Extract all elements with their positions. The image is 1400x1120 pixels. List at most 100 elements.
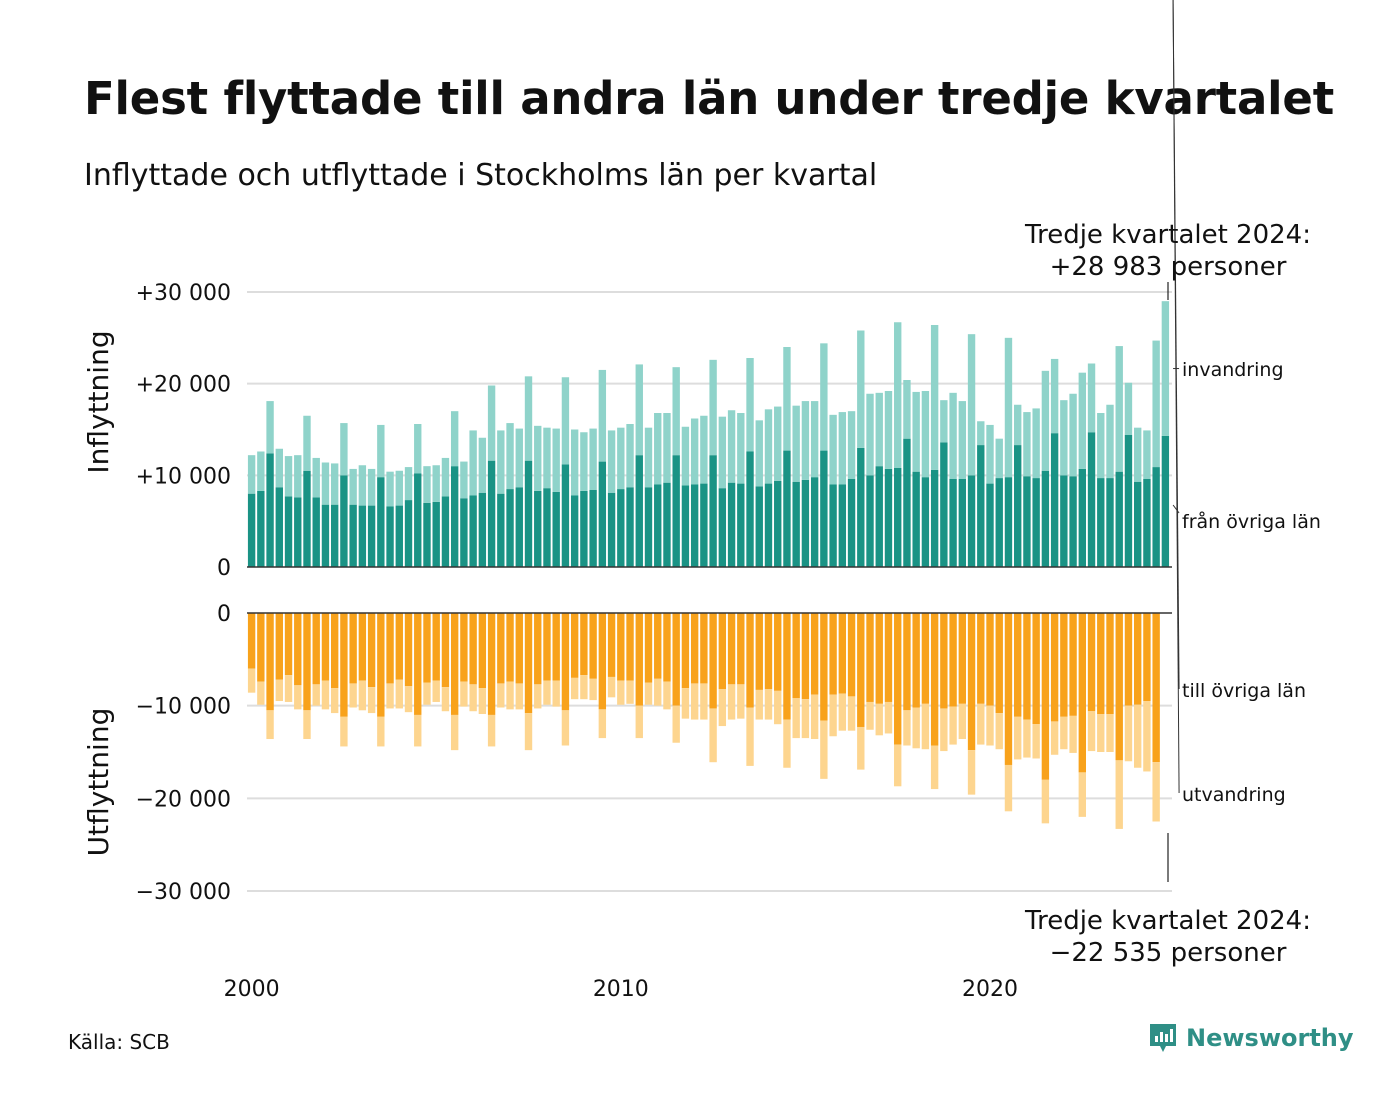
bar-till-ovriga-lan	[367, 613, 376, 688]
bar-invandring	[478, 437, 487, 493]
bar-invandring	[672, 367, 680, 456]
bar-till-ovriga-lan	[967, 613, 976, 751]
bar-fran-ovriga-lan	[284, 496, 293, 567]
bar-invandring	[1004, 337, 1013, 478]
bar-invandring	[414, 424, 422, 474]
bar-utvandring	[644, 682, 653, 705]
bar-fran-ovriga-lan	[1032, 478, 1040, 567]
bar-invandring	[284, 456, 293, 497]
bar-till-ovriga-lan	[1023, 613, 1031, 720]
bar-utvandring	[709, 708, 717, 763]
bar-utvandring	[1124, 705, 1133, 762]
bar-utvandring	[672, 705, 680, 743]
bar-fran-ovriga-lan	[617, 489, 625, 567]
bar-fran-ovriga-lan	[995, 478, 1003, 567]
bar-fran-ovriga-lan	[414, 473, 422, 567]
bar-till-ovriga-lan	[1124, 613, 1133, 706]
bar-invandring	[552, 428, 560, 492]
bar-till-ovriga-lan	[1152, 613, 1160, 763]
bar-utvandring	[690, 683, 699, 720]
bar-fran-ovriga-lan	[718, 488, 727, 567]
bar-invandring	[958, 401, 967, 479]
brand-logo: Newsworthy	[1148, 1022, 1354, 1054]
bar-fran-ovriga-lan	[294, 497, 302, 567]
bar-invandring	[247, 455, 256, 494]
bar-invandring	[1050, 358, 1059, 434]
bar-till-ovriga-lan	[1014, 613, 1022, 717]
bar-fran-ovriga-lan	[977, 445, 985, 567]
bar-utvandring	[515, 683, 523, 710]
bar-fran-ovriga-lan	[469, 495, 477, 567]
bar-till-ovriga-lan	[829, 613, 837, 695]
bar-utvandring	[552, 680, 560, 707]
bar-till-ovriga-lan	[441, 613, 450, 688]
bar-utvandring	[921, 703, 930, 750]
bar-invandring	[727, 410, 736, 483]
bar-fran-ovriga-lan	[1087, 432, 1096, 567]
bar-till-ovriga-lan	[257, 613, 265, 682]
y-tick-label: −30 000	[136, 880, 231, 905]
bar-invandring	[469, 430, 477, 496]
bar-till-ovriga-lan	[617, 613, 625, 681]
bar-invandring	[1014, 404, 1022, 446]
bar-till-ovriga-lan	[1115, 613, 1123, 761]
bar-till-ovriga-lan	[1041, 613, 1050, 780]
bar-utvandring	[1060, 716, 1068, 750]
bar-utvandring	[414, 714, 422, 747]
bar-invandring	[644, 427, 653, 488]
bar-invandring	[340, 423, 348, 476]
series-label: till övriga län	[1182, 680, 1306, 702]
bar-fran-ovriga-lan	[884, 468, 893, 567]
y-axis-label-top: Inflyttning	[82, 330, 115, 473]
bar-utvandring	[792, 698, 800, 739]
annotation-top-line1: Tredje kvartalet 2024:	[1024, 220, 1311, 250]
bar-fran-ovriga-lan	[349, 504, 357, 567]
bar-invandring	[487, 385, 496, 461]
bar-fran-ovriga-lan	[330, 504, 339, 567]
bar-invandring	[460, 461, 468, 499]
bar-till-ovriga-lan	[755, 613, 763, 690]
bar-till-ovriga-lan	[1050, 613, 1059, 722]
bar-utvandring	[1143, 701, 1151, 772]
bar-invandring	[764, 409, 773, 484]
bar-fran-ovriga-lan	[903, 438, 911, 567]
chart-subtitle: Inflyttade och utflyttade i Stockholms l…	[84, 158, 878, 193]
bar-till-ovriga-lan	[607, 613, 616, 677]
bar-till-ovriga-lan	[672, 613, 680, 706]
bar-invandring	[543, 427, 551, 489]
bar-utvandring	[681, 688, 690, 719]
bar-invandring	[1041, 370, 1050, 471]
bar-invandring	[275, 448, 283, 488]
bar-invandring	[497, 430, 505, 494]
bar-till-ovriga-lan	[1143, 613, 1151, 702]
bar-fran-ovriga-lan	[764, 483, 773, 567]
bar-invandring	[681, 426, 690, 486]
bar-utvandring	[1023, 719, 1031, 758]
bar-utvandring	[663, 681, 671, 710]
bar-till-ovriga-lan	[1060, 613, 1068, 717]
bar-utvandring	[607, 676, 616, 698]
bar-utvandring	[755, 689, 763, 720]
bar-utvandring	[1134, 704, 1142, 768]
chart-title: Flest flyttade till andra län under tred…	[84, 72, 1335, 125]
bar-invandring	[598, 369, 607, 462]
bar-fran-ovriga-lan	[986, 483, 994, 567]
bar-fran-ovriga-lan	[709, 455, 717, 567]
bar-till-ovriga-lan	[949, 613, 957, 707]
bars-inflyttning	[247, 301, 1172, 568]
bar-till-ovriga-lan	[940, 613, 948, 709]
bar-invandring	[1134, 427, 1142, 482]
y-tick-label: +30 000	[136, 281, 231, 306]
bar-till-ovriga-lan	[764, 613, 773, 689]
bar-utvandring	[266, 710, 274, 740]
x-tick-label: 2000	[224, 977, 280, 1002]
annotation-bottom: Tredje kvartalet 2024: −22 535 personer	[1024, 833, 1311, 968]
bar-utvandring	[312, 684, 320, 706]
bar-till-ovriga-lan	[598, 613, 607, 710]
bar-utvandring	[524, 713, 533, 751]
bar-fran-ovriga-lan	[257, 490, 265, 567]
bar-utvandring	[386, 683, 394, 709]
bar-fran-ovriga-lan	[543, 488, 551, 567]
bar-till-ovriga-lan	[330, 613, 339, 689]
bar-utvandring	[949, 706, 957, 745]
